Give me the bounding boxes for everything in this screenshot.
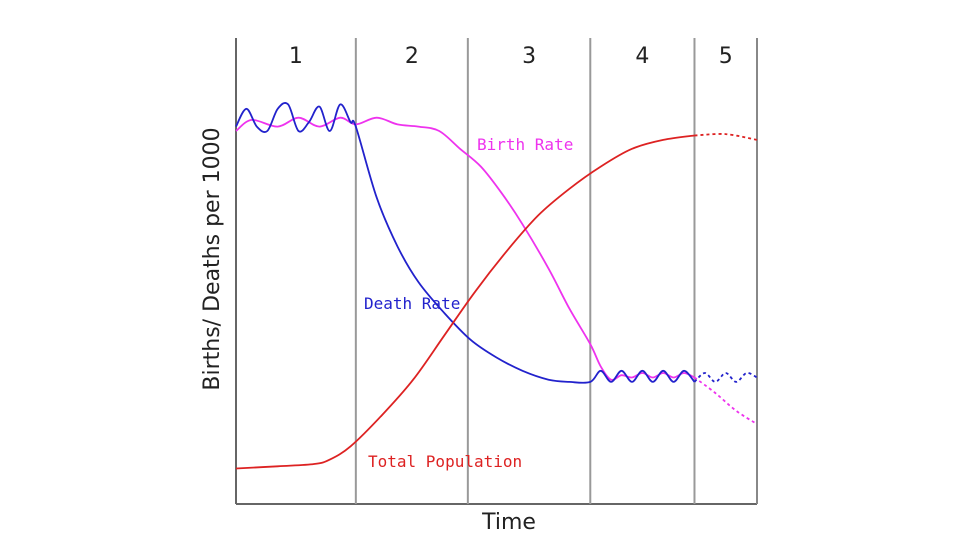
series-projection-birth-rate — [693, 376, 758, 425]
stage-labels: 1 2 3 4 5 — [289, 44, 733, 69]
series-projection-death-rate — [693, 372, 758, 383]
stage-label-2: 2 — [405, 44, 419, 69]
series-projection-total-population — [694, 133, 758, 141]
stage-label-3: 3 — [522, 44, 536, 69]
stage-label-5: 5 — [719, 44, 733, 69]
y-axis-label: Births/ Deaths per 1000 — [200, 127, 225, 390]
label-birth-rate: Birth Rate — [477, 135, 573, 154]
label-total-population: Total Population — [368, 452, 522, 471]
stage-label-1: 1 — [289, 44, 303, 69]
series-line-birth-rate — [235, 116, 695, 381]
label-death-rate: Death Rate — [364, 294, 460, 313]
stage-boundaries — [354, 38, 696, 504]
x-axis-label: Time — [481, 510, 536, 535]
series-line-total-population — [235, 134, 695, 470]
series-layer — [235, 102, 758, 470]
stage-label-4: 4 — [635, 44, 649, 69]
series-line-death-rate — [235, 102, 696, 384]
